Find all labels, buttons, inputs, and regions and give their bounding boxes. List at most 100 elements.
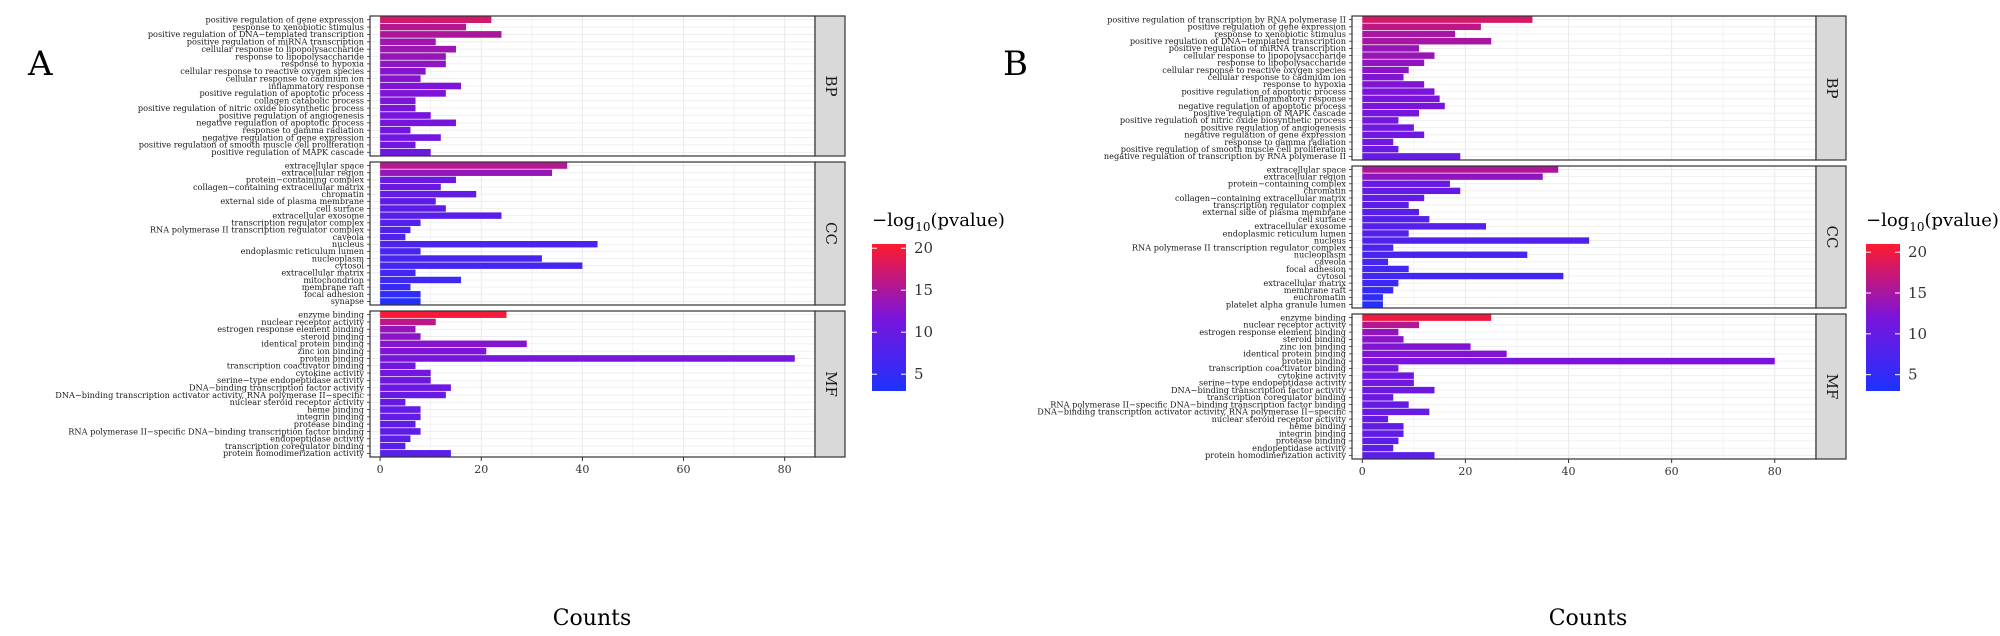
bar — [1362, 138, 1394, 146]
bar — [380, 205, 446, 212]
panel-b-legend-title-prefix: −log — [1866, 210, 1909, 231]
term-label: protein−containing complex — [1228, 179, 1347, 189]
bar — [1362, 201, 1409, 209]
bar — [380, 212, 502, 219]
bar — [1362, 336, 1404, 343]
term-label: integrin binding — [1279, 428, 1346, 438]
term-label: zinc ion binding — [298, 346, 364, 356]
bar — [1362, 272, 1564, 280]
bar — [380, 450, 451, 457]
bar — [1362, 37, 1492, 45]
term-label: negative regulation of gene expression — [202, 132, 364, 142]
term-label: response to hypoxia — [281, 59, 364, 69]
bar — [1362, 314, 1492, 321]
bar — [380, 283, 411, 291]
bar — [1362, 73, 1404, 81]
panel-a-legend-title: −log10(pvalue) — [872, 210, 1005, 234]
term-label: response to gamma radiation — [1224, 137, 1346, 147]
term-label: transcription coactivator binding — [227, 361, 364, 371]
panel-b-x-axis-label: Counts — [1549, 606, 1628, 631]
bar — [1362, 131, 1425, 139]
bar — [1362, 153, 1461, 160]
bar — [1362, 408, 1430, 416]
term-label: positive regulation of DNA−templated tra… — [148, 29, 365, 39]
bar — [380, 169, 553, 176]
bar — [380, 149, 431, 156]
bar — [1362, 59, 1425, 67]
bar — [380, 355, 795, 362]
x-tick-label: 20 — [1458, 465, 1472, 478]
x-tick-label: 60 — [1665, 465, 1679, 478]
bar — [380, 377, 431, 384]
bar — [1362, 343, 1471, 350]
term-label: extracellular region — [282, 168, 365, 178]
bar — [380, 269, 416, 277]
colorbar-tick-label: 15 — [914, 281, 933, 299]
bar — [1362, 208, 1420, 216]
term-label: membrane raft — [302, 282, 365, 292]
facet-background — [1352, 16, 1816, 160]
term-label: collagen−containing extracellular matrix — [1175, 193, 1346, 203]
bar — [380, 82, 462, 90]
term-label: response to lipopolysaccharide — [235, 51, 364, 61]
bar — [380, 435, 411, 443]
panel-b-legend-title-sub: 10 — [1909, 220, 1924, 234]
panel-a-legend-title-sub: 10 — [915, 220, 930, 234]
colorbar-tick-label: 5 — [1908, 366, 1918, 384]
bar — [1362, 230, 1409, 237]
term-label: positive regulation of angiogenesis — [1201, 122, 1346, 132]
term-label: extracellular exosome — [272, 210, 364, 220]
term-label: RNA polymerase II−specific DNA−binding t… — [1050, 399, 1346, 409]
term-label: DNA−binding transcription activator acti… — [1037, 407, 1346, 417]
bar — [1362, 415, 1389, 423]
facet-strip-label: BP — [822, 75, 840, 96]
bar — [380, 219, 421, 226]
facet-background — [370, 162, 815, 305]
bar — [380, 369, 431, 377]
bar — [1362, 265, 1409, 273]
term-label: collagen−containing extracellular matrix — [193, 182, 364, 192]
bar — [380, 53, 446, 60]
bar — [1362, 279, 1399, 287]
term-label: response to xenobiotic stimulus — [1214, 29, 1346, 39]
bar — [1362, 166, 1559, 173]
bar — [380, 38, 436, 46]
bar — [1362, 66, 1409, 74]
bar — [1362, 401, 1409, 408]
term-label: estrogen response element binding — [1199, 327, 1346, 337]
term-label: positive regulation of MAPK cascade — [1193, 108, 1346, 118]
bar — [1362, 194, 1425, 202]
term-label: protein binding — [300, 353, 364, 363]
colorbar-tick-label: 5 — [914, 365, 924, 383]
bar — [380, 298, 421, 305]
bar — [1362, 301, 1383, 308]
bar — [1362, 294, 1383, 301]
term-label: cytosol — [335, 260, 365, 270]
colorbar-tick-label: 15 — [1908, 284, 1927, 302]
facet-strip — [1815, 313, 1847, 460]
bar — [380, 16, 492, 23]
bar — [380, 428, 421, 435]
term-label: cell surface — [316, 203, 364, 213]
term-label: RNA polymerase II−specific DNA−binding t… — [68, 426, 364, 436]
bar — [380, 97, 416, 105]
term-label: cellular response to reactive oxygen spe… — [1162, 65, 1346, 75]
term-label: zinc ion binding — [1280, 341, 1346, 351]
bar — [380, 347, 487, 355]
term-label: nuclear receptor activity — [1243, 320, 1346, 330]
panel-a-x-axis-label: Counts — [553, 606, 632, 631]
panel-a-legend-title-prefix: −log — [872, 210, 915, 231]
term-label: protease binding — [294, 419, 364, 429]
term-label: positive regulation of apoptotic process — [1181, 86, 1346, 96]
x-tick-label: 0 — [1359, 465, 1366, 478]
term-label: cytokine activity — [1278, 370, 1347, 380]
term-label: steroid binding — [1283, 334, 1346, 344]
bar — [380, 391, 446, 399]
panel-a-label: A — [27, 44, 53, 84]
bar — [380, 226, 411, 234]
term-label: protein binding — [1282, 356, 1346, 366]
bar — [1362, 452, 1435, 459]
facet-strip-label: MF — [1823, 374, 1841, 400]
